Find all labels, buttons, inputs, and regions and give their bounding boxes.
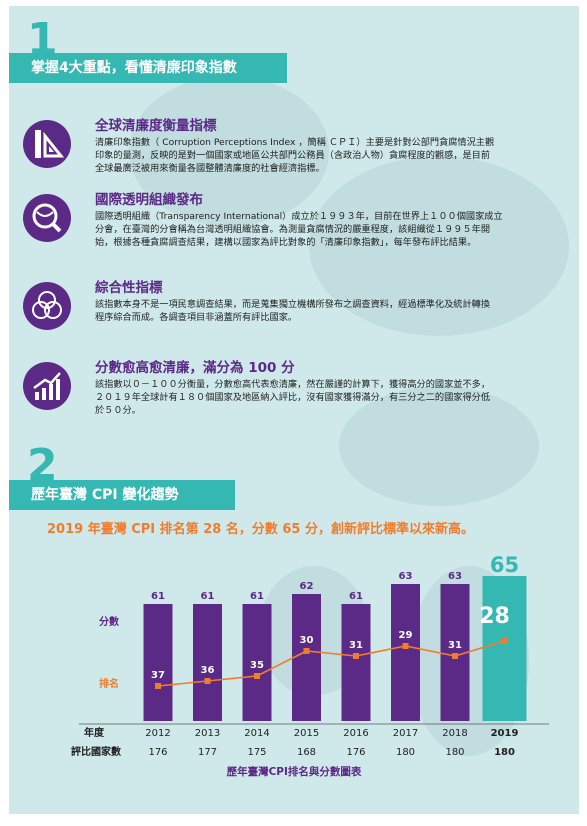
ruler-triangle-icon	[23, 120, 71, 168]
bar	[292, 594, 321, 721]
year-tick-label: 2016	[343, 728, 368, 739]
bar	[242, 604, 272, 721]
key-point-text-line: 印象的量測，反映的是對一個國家或地區公共部門公務員（含政治人物）貪腐程度的觀感，…	[95, 150, 491, 161]
key-point-text: 國際透明組織（Transparency International）成立於１９９…	[95, 210, 563, 249]
key-point-text-line: 全球最廣泛被用來衡量各國整體清廉度的社會經濟指標。	[95, 163, 325, 174]
rank-point	[402, 643, 409, 649]
rank-label: 36	[201, 665, 215, 676]
bar	[391, 584, 420, 721]
countries-count: 180	[494, 747, 515, 758]
row-label-countries: 評比國家數	[71, 745, 121, 758]
countries-count: 176	[346, 747, 365, 758]
rank-label: 31	[349, 640, 363, 651]
score-label: 65	[490, 553, 519, 577]
map-background	[339, 386, 539, 506]
score-label: 61	[250, 591, 264, 602]
rank-point	[204, 678, 211, 684]
row-label-rank: 排名	[99, 677, 119, 690]
year-tick-label: 2017	[393, 728, 418, 739]
key-point-item: 分數愈高愈清廉，滿分為 100 分該指數以０－１００分衡量，分數愈高代表愈清廉，…	[23, 360, 563, 432]
score-label: 63	[399, 571, 413, 582]
rank-label: 29	[399, 630, 413, 641]
bar	[341, 604, 371, 721]
key-point-text-line: ２０１９年全球計有１８０個國家及地區納入評比，沒有國家獲得滿分，有三分之二的國家…	[95, 392, 491, 403]
section-title: 歷年臺灣 CPI 變化趨勢	[9, 480, 235, 510]
key-point-text-line: 該指數本身不是一項民意調查結果，而是蒐集獨立機構所發布之調查資料，經過標準化及統…	[95, 299, 491, 310]
row-label-score: 分數	[99, 615, 119, 628]
score-label: 61	[349, 591, 363, 602]
map-background	[309, 156, 569, 336]
rank-point	[452, 653, 458, 659]
rising-chart-icon	[23, 362, 71, 410]
rank-line	[157, 640, 505, 687]
rank-point	[501, 638, 508, 644]
row-label-year: 年度	[84, 726, 105, 739]
score-label: 61	[201, 591, 215, 602]
key-point-text-line: 於５０分。	[95, 405, 141, 416]
key-point-title: 國際透明組織發布	[95, 192, 203, 208]
bar	[482, 576, 527, 721]
countries-count: 175	[247, 747, 266, 758]
key-point-item: 國際透明組織發布國際透明組織（Transparency Internationa…	[23, 192, 563, 264]
countries-count: 180	[396, 747, 415, 758]
rank-label: 28	[479, 604, 510, 629]
rank-label: 31	[448, 640, 462, 651]
key-point-text-line: 該指數以０－１００分衡量，分數愈高代表愈清廉，然在嚴謹的計算下，獲得高分的國家並…	[95, 379, 491, 390]
map-background	[129, 76, 329, 226]
year-tick-label: 2013	[195, 728, 220, 739]
bar	[193, 604, 222, 721]
rank-label: 30	[300, 635, 314, 646]
rank-point	[254, 673, 260, 679]
countries-count: 176	[148, 747, 167, 758]
rank-point	[353, 653, 359, 659]
score-label: 62	[300, 581, 314, 592]
year-tick-label: 2012	[145, 728, 170, 739]
key-point-title: 全球清廉度衡量指標	[95, 118, 217, 134]
key-point-text-line: 程序綜合而成。各調查項目非涵蓋所有評比國家。	[95, 312, 298, 323]
key-point-text: 該指數本身不是一項民意調查結果，而是蒐集獨立機構所發布之調查資料，經過標準化及統…	[95, 298, 563, 324]
rank-label: 37	[151, 670, 165, 681]
chart-headline: 2019 年臺灣 CPI 排名第 28 名，分數 65 分，創新評比標準以來新高…	[47, 522, 474, 537]
key-point-text: 清廉印象指數（ Corruption Perceptions Index ，簡稱…	[95, 136, 563, 175]
key-point-text-line: 分會，在臺灣的分會稱為台灣透明組織協會。為測量貪腐情況的嚴重程度，該組織從１９９…	[95, 224, 491, 235]
venn-circles-icon	[23, 282, 71, 330]
chart-caption: 歷年臺灣CPI排名與分數圖表	[226, 766, 362, 778]
key-point-item: 全球清廉度衡量指標清廉印象指數（ Corruption Perceptions …	[23, 118, 563, 190]
year-tick-label: 2019	[491, 728, 519, 739]
year-tick-label: 2018	[442, 728, 467, 739]
globe-magnifier-icon	[23, 194, 71, 242]
bar	[143, 604, 173, 721]
countries-count: 168	[297, 747, 316, 758]
key-point-item: 綜合性指標該指數本身不是一項民意調查結果，而是蒐集獨立機構所發布之調查資料，經過…	[23, 280, 563, 352]
countries-count: 177	[198, 747, 217, 758]
score-label: 63	[448, 571, 462, 582]
year-tick-label: 2015	[294, 728, 319, 739]
rank-label: 35	[250, 660, 264, 671]
score-label: 61	[151, 591, 165, 602]
infographic-page: 1 掌握4大重點，看懂清廉印象指數 全球清廉度衡量指標 清廉印象指數（ Corru…	[9, 6, 579, 814]
countries-count: 180	[445, 747, 464, 758]
year-tick-label: 2014	[244, 728, 269, 739]
rank-point	[303, 648, 310, 654]
rank-point	[155, 683, 161, 689]
key-point-title: 綜合性指標	[95, 280, 163, 296]
section-title: 掌握4大重點，看懂清廉印象指數	[9, 53, 287, 83]
key-point-text-line: 清廉印象指數（ Corruption Perceptions Index ，簡稱…	[95, 137, 495, 148]
key-point-text-line: 國際透明組織（Transparency International）成立於１９９…	[95, 211, 503, 222]
key-point-title: 分數愈高愈清廉，滿分為 100 分	[95, 360, 295, 376]
key-point-text-line: 始，根據各種貪腐調查結果，建構以國家為評比對象的「清廉印象指數」，每年發布評比結…	[95, 237, 477, 248]
key-point-text: 該指數以０－１００分衡量，分數愈高代表愈清廉，然在嚴謹的計算下，獲得高分的國家並…	[95, 378, 563, 417]
